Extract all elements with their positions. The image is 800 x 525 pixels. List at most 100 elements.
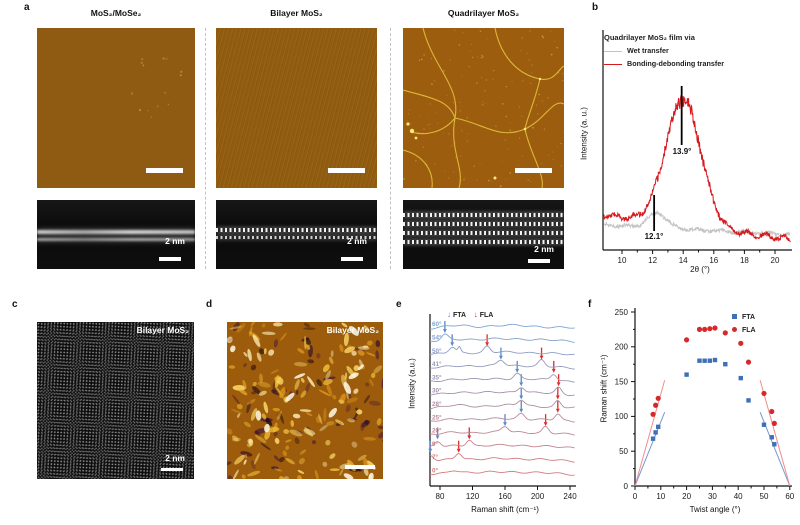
afm-image-bilayer: [216, 28, 377, 188]
afm-image-mos2-mose2: [37, 28, 195, 188]
svg-text:12: 12: [648, 256, 657, 265]
svg-text:20: 20: [771, 256, 780, 265]
tem-cross-section-mos2-mose2: 2 nm: [37, 200, 195, 269]
tem-scale-bar: [159, 257, 181, 261]
svg-text:60: 60: [785, 492, 794, 501]
panel-label-b: b: [592, 2, 599, 13]
afm-moire-image-bilayer: Bilayer MoS₂: [128, 165, 551, 525]
svg-text:20: 20: [682, 492, 691, 501]
afm-scale-bar: [328, 168, 365, 173]
svg-text:18: 18: [740, 256, 749, 265]
scale-bar: [161, 468, 183, 471]
svg-text:20°: 20°: [432, 427, 442, 435]
xrd-legend-item-wet: Wet transfer: [604, 44, 724, 57]
svg-text:50: 50: [619, 447, 628, 456]
xrd-chart: 10 12 14 16 18 20: [602, 30, 792, 265]
svg-text:0°: 0°: [432, 467, 439, 475]
tem-cross-section-bilayer: 2 nm: [216, 200, 377, 269]
fla-label: FLA: [479, 312, 494, 319]
svg-text:150: 150: [615, 377, 629, 386]
svg-text:10: 10: [618, 256, 627, 265]
raman-legend: ↓ FTA ↓ FLA: [447, 310, 493, 319]
dispersion-chart: 0 10 20 30 40 50 60 0 50 100 150 200 250: [615, 308, 795, 501]
tem-layer-stripe: [403, 240, 564, 244]
tem-scale-label: 2 nm: [534, 244, 554, 254]
svg-text:16: 16: [709, 256, 718, 265]
tem-layer-stripe: [37, 230, 195, 234]
xrd-legend-item-bonding: Bonding-debonding transfer: [604, 57, 724, 70]
svg-text:7°: 7°: [432, 453, 439, 461]
image-title: Bilayer MoS₂: [136, 325, 189, 335]
tem-scale-label: 2 nm: [165, 236, 185, 246]
bonding-transfer-swatch: [604, 63, 622, 65]
dispersion-legend-fta: FTA: [732, 311, 756, 324]
moire-pattern: [37, 322, 194, 479]
svg-text:50°: 50°: [432, 347, 442, 355]
tem-layer-stripe: [403, 213, 564, 217]
xrd-peak-annotation-gray: 12.1°: [644, 232, 664, 241]
svg-text:200: 200: [615, 343, 629, 352]
svg-text:9°: 9°: [432, 440, 439, 448]
fta-square-marker-icon: [732, 314, 737, 319]
wrinkle-speckles: [403, 29, 564, 188]
fla-circle-marker-icon: [732, 327, 737, 332]
tem-cross-section-quadrilayer: 2 nm: [403, 200, 564, 269]
svg-text:14: 14: [679, 256, 688, 265]
svg-text:240: 240: [563, 492, 577, 501]
svg-text:41°: 41°: [432, 360, 442, 368]
svg-text:120: 120: [466, 492, 480, 501]
svg-text:250: 250: [615, 308, 629, 317]
afm-title-bilayer: Bilayer MoS₂: [270, 8, 323, 18]
panel-label-c: c: [12, 299, 18, 310]
afm-image-quadrilayer: [403, 28, 564, 188]
fla-arrow-icon: ↓: [473, 310, 478, 319]
afm-title-quadrilayer: Quadrilayer MoS₂: [447, 8, 520, 18]
xrd-peak-annotation-red: 13.9°: [672, 147, 692, 156]
svg-text:25°: 25°: [432, 413, 442, 421]
afm-specks-layer: [131, 57, 183, 118]
tem-scale-bar: [341, 257, 363, 261]
panel-label-e: e: [396, 299, 402, 310]
raman-stack-chart: 80 120 160 200 240 0° 7° 9° 20° 25° 28° 30° 35° 41° 50…: [428, 314, 577, 501]
wrinkle-bright-nodes: [406, 77, 542, 180]
tem-scale-label: 2 nm: [347, 236, 367, 246]
xrd-legend-title: Quadrilayer MoS₂ film via: [604, 33, 695, 42]
tem-layer-stripe: [403, 231, 564, 235]
svg-text:30: 30: [708, 492, 717, 501]
svg-text:0: 0: [633, 492, 638, 501]
panel-label-d: d: [206, 299, 213, 310]
fta-label: FTA: [452, 312, 466, 319]
raman-xlabel: Raman shift (cm⁻¹): [471, 505, 539, 514]
moire-texture: [128, 165, 551, 525]
svg-text:200: 200: [531, 492, 545, 501]
afm-scale-bar: [146, 168, 183, 173]
afm-title-mos2-mose2: MoS₂/MoSe₂: [90, 8, 142, 18]
wrinkle-lines: [403, 28, 564, 188]
xrd-ylabel: Intensity (a. u.): [579, 107, 589, 160]
svg-text:40: 40: [734, 492, 743, 501]
tem-scale-bar: [528, 259, 550, 263]
afm-scale-bar: [515, 168, 552, 173]
svg-text:0: 0: [624, 482, 629, 491]
tem-layer-stripe: [403, 222, 564, 226]
svg-text:160: 160: [498, 492, 512, 501]
wrinkle-network-layer: [403, 28, 564, 188]
scale-label: 2 nm: [165, 453, 185, 463]
dispersion-ylabel: Raman shift (cm⁻¹): [599, 354, 609, 423]
tem-moire-image-bilayer: Bilayer MoS₂ 2 nm: [37, 322, 194, 479]
dispersion-xlabel: Twist angle (°): [689, 505, 741, 514]
image-title: Bilayer MoS₂: [326, 325, 379, 335]
tem-layer-stripe: [216, 228, 377, 232]
svg-text:35°: 35°: [432, 373, 442, 381]
tem-layer-stripe: [216, 236, 377, 239]
raman-ylabel: Intensity (a.u.): [407, 358, 417, 409]
xrd-xlabel: 2θ (°): [690, 265, 710, 274]
dispersion-legend-fla: FLA: [732, 324, 756, 337]
fta-arrow-icon: ↓: [447, 310, 451, 319]
dispersion-legend: FTA FLA: [732, 311, 756, 337]
wet-transfer-swatch: [604, 50, 622, 52]
svg-text:54°: 54°: [432, 334, 442, 342]
panel-label-f: f: [588, 299, 592, 310]
xrd-legend: Quadrilayer MoS₂ film via Wet transfer B…: [604, 31, 724, 70]
